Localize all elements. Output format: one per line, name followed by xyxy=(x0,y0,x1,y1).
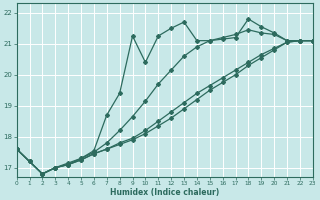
X-axis label: Humidex (Indice chaleur): Humidex (Indice chaleur) xyxy=(110,188,219,197)
